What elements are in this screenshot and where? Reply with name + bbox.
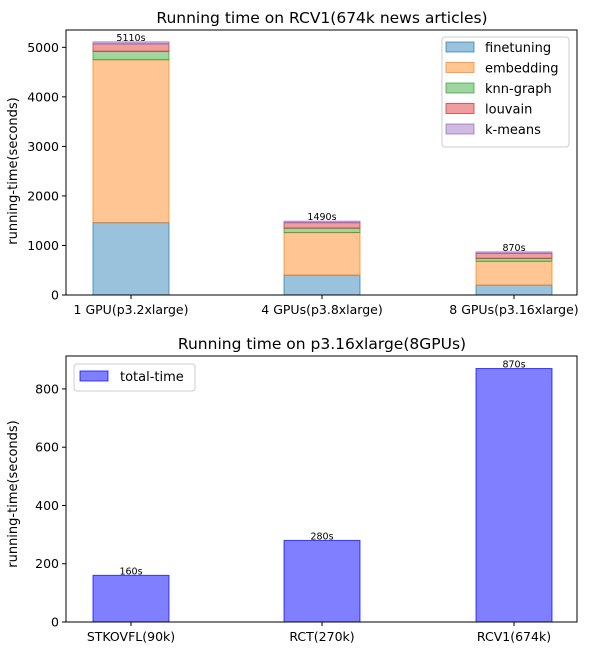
bar-finetuning-2 [475, 284, 553, 296]
chart1-y-axis-label: running-time(seconds) [6, 97, 21, 245]
y-tick-label-4: 4000 [27, 89, 59, 104]
bar-total-time-2 [475, 368, 553, 623]
bar-finetuning-1 [283, 274, 361, 296]
legend-swatch-total-time [79, 370, 109, 382]
bar-louvain-0 [92, 43, 170, 52]
y-tick-label-2: 400 [35, 498, 59, 513]
y-tick-label-3: 600 [35, 440, 59, 455]
y-tick-label-4: 800 [35, 381, 59, 396]
data-label-0: 5110s [116, 33, 145, 44]
chart1-x-ticks: 1 GPU(p3.2xlarge) 4 GPUs(p3.8xlarge) 8 GPU… [74, 295, 579, 317]
y-tick-label-2: 2000 [27, 188, 59, 203]
x-tick-label-1: 4 GPUs(p3.8xlarge) [261, 302, 382, 317]
bar-louvain-2 [475, 252, 553, 259]
chart1-title: Running time on RCV1(674k news articles) [156, 9, 487, 27]
chart1-data-labels: 5110s 1490s 870s [116, 33, 525, 254]
bar-total-time-1 [283, 539, 361, 623]
data-label-1: 280s [310, 531, 333, 542]
bar-louvain-1 [283, 222, 361, 229]
legend-label-embedding: embedding [485, 62, 559, 77]
x-tick-label-0: STKOVFL(90k) [87, 629, 175, 644]
chart1-y-ticks: 0 1000 2000 3000 4000 5000 [27, 40, 66, 303]
y-tick-label-3: 3000 [27, 139, 59, 154]
bar-k-means-1 [283, 220, 361, 224]
chart2-x-ticks: STKOVFL(90k) RCT(270k) RCV1(674k) [87, 622, 551, 644]
legend-label-knn-graph: knn-graph [485, 82, 552, 97]
chart-running-time-p3-16xlarge: Running time on p3.16xlarge(8GPUs) runni… [6, 335, 578, 644]
bar-knn-graph-1 [283, 227, 361, 234]
y-tick-label-0: 0 [51, 615, 59, 630]
x-tick-label-0: 1 GPU(p3.2xlarge) [74, 302, 189, 317]
y-tick-label-1: 1000 [27, 238, 59, 253]
legend-swatch-finetuning [445, 41, 475, 53]
y-tick-label-0: 0 [51, 288, 59, 303]
chart1-bars [92, 41, 553, 296]
x-tick-label-1: RCT(270k) [289, 629, 354, 644]
y-tick-label-5: 5000 [27, 40, 59, 55]
chart2-data-labels: 160s 280s 870s [119, 360, 525, 578]
chart2-y-axis-label: running-time(seconds) [6, 420, 21, 568]
data-label-1: 1490s [307, 212, 336, 223]
data-label-2: 870s [502, 243, 525, 254]
legend-label-k-means: k-means [485, 123, 541, 138]
chart2-title: Running time on p3.16xlarge(8GPUs) [178, 335, 466, 353]
x-tick-label-2: RCV1(674k) [477, 629, 551, 644]
legend-swatch-louvain [445, 103, 475, 114]
bar-embedding-1 [283, 232, 361, 276]
chart1-legend: finetuning embedding knn-graph louvain k-mea… [441, 36, 570, 148]
legend-swatch-embedding [445, 62, 475, 73]
data-label-2: 870s [502, 360, 525, 371]
bar-embedding-2 [475, 260, 553, 286]
bar-k-means-2 [475, 251, 553, 254]
bar-finetuning-0 [92, 222, 170, 296]
legend-label-louvain: louvain [485, 103, 532, 118]
bar-embedding-0 [92, 59, 170, 224]
legend-label-total-time: total-time [120, 370, 184, 385]
legend-label-finetuning: finetuning [485, 41, 551, 56]
chart2-bars [92, 368, 553, 623]
chart2-y-ticks: 0 200 400 600 800 [35, 381, 66, 630]
y-tick-label-1: 200 [35, 556, 59, 571]
data-label-0: 160s [119, 566, 142, 577]
legend-swatch-knn-graph [445, 82, 475, 94]
x-tick-label-2: 8 GPUs(p3.16xlarge) [449, 302, 578, 317]
bar-k-means-0 [92, 41, 170, 45]
chart2-legend: total-time [73, 363, 196, 392]
bar-knn-graph-0 [92, 50, 170, 61]
chart-running-time-rcv1: Running time on RCV1(674k news articles)… [6, 9, 579, 317]
bar-total-time-0 [92, 574, 170, 623]
legend-swatch-k-means [445, 123, 475, 135]
